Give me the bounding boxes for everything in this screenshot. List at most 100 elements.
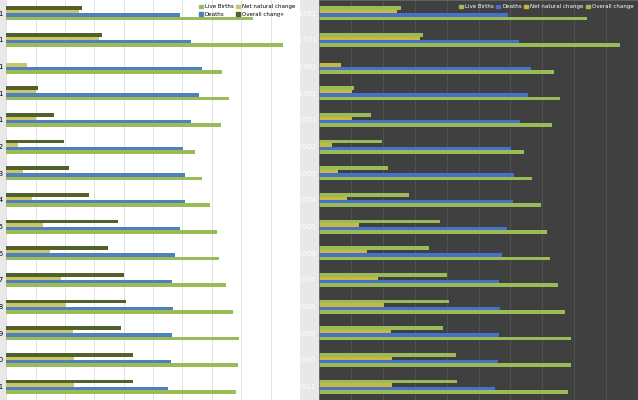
Bar	[310, 60, 319, 63]
Bar	[319, 310, 565, 314]
Bar	[319, 40, 519, 44]
Bar	[319, 276, 378, 280]
Bar	[319, 196, 347, 200]
Bar	[6, 390, 236, 394]
Bar	[319, 333, 499, 337]
Bar	[319, 97, 560, 100]
Bar	[319, 120, 520, 124]
Legend: Live Births, Deaths, Net natural change, Overall change: Live Births, Deaths, Net natural change,…	[197, 3, 297, 19]
Bar	[6, 223, 43, 227]
Bar	[6, 330, 73, 333]
Bar	[319, 307, 500, 310]
Bar	[6, 337, 239, 340]
Bar	[319, 330, 391, 333]
Bar	[6, 70, 223, 74]
Bar	[6, 140, 64, 143]
Bar	[6, 253, 175, 257]
Bar	[6, 387, 168, 390]
Bar	[319, 300, 449, 303]
Bar	[319, 36, 420, 40]
Bar	[6, 246, 108, 250]
Bar	[6, 90, 36, 93]
Bar	[319, 383, 392, 387]
Bar	[319, 204, 541, 207]
Bar	[6, 10, 78, 13]
Bar	[6, 113, 54, 116]
Bar	[6, 280, 172, 284]
Bar	[6, 204, 211, 207]
Bar	[319, 177, 532, 180]
Bar	[6, 300, 126, 303]
Bar	[319, 44, 620, 47]
Bar	[319, 33, 422, 36]
Bar	[319, 166, 388, 170]
Bar	[319, 10, 397, 13]
Bar	[319, 337, 571, 340]
Bar	[319, 380, 457, 383]
Bar	[319, 86, 353, 90]
Bar	[319, 230, 547, 234]
Bar	[6, 193, 89, 196]
Bar	[6, 147, 183, 150]
Bar	[6, 200, 185, 204]
Bar	[319, 220, 440, 223]
Bar	[6, 17, 253, 20]
Bar	[319, 360, 498, 364]
Bar	[319, 284, 558, 287]
Bar	[319, 147, 511, 150]
Bar	[6, 13, 181, 17]
Bar	[319, 143, 332, 147]
Bar	[6, 120, 191, 124]
Bar	[6, 93, 198, 97]
Bar	[319, 356, 392, 360]
Bar	[6, 250, 50, 253]
Bar	[6, 116, 36, 120]
Bar	[6, 44, 283, 47]
Bar	[6, 276, 61, 280]
Bar	[319, 390, 568, 394]
Bar	[6, 170, 24, 173]
Bar	[6, 257, 219, 260]
Bar	[319, 113, 371, 116]
Bar	[319, 140, 382, 143]
Bar	[319, 170, 338, 173]
Bar	[6, 86, 38, 90]
Bar	[0, 60, 6, 63]
Bar	[6, 177, 202, 180]
Bar	[319, 173, 514, 177]
Bar	[319, 17, 587, 20]
Bar	[319, 93, 528, 97]
Bar	[6, 173, 186, 177]
Bar	[319, 326, 443, 330]
Bar	[319, 280, 499, 284]
Bar	[6, 356, 74, 360]
Bar	[6, 310, 233, 314]
Bar	[6, 67, 202, 70]
Bar	[6, 333, 172, 337]
Bar	[319, 250, 366, 253]
Bar	[319, 63, 341, 67]
Bar	[6, 273, 124, 276]
Bar	[6, 364, 238, 367]
Bar	[319, 353, 457, 356]
Bar	[6, 307, 173, 310]
Bar	[319, 200, 513, 204]
Bar	[6, 284, 226, 287]
Bar	[319, 124, 552, 127]
Bar	[319, 303, 384, 307]
Bar	[6, 383, 74, 387]
Bar	[6, 166, 70, 170]
Bar	[319, 253, 502, 257]
Bar	[6, 150, 195, 154]
Bar	[6, 63, 27, 67]
Bar	[6, 40, 191, 44]
Bar	[6, 380, 133, 383]
Bar	[319, 6, 401, 10]
Legend: Live Births, Deaths, Net natural change, Overall change: Live Births, Deaths, Net natural change,…	[457, 3, 635, 11]
Bar	[319, 116, 352, 120]
Bar	[319, 193, 408, 196]
Bar	[319, 223, 359, 227]
Bar	[6, 124, 221, 127]
Bar	[6, 227, 179, 230]
Bar	[319, 364, 571, 367]
